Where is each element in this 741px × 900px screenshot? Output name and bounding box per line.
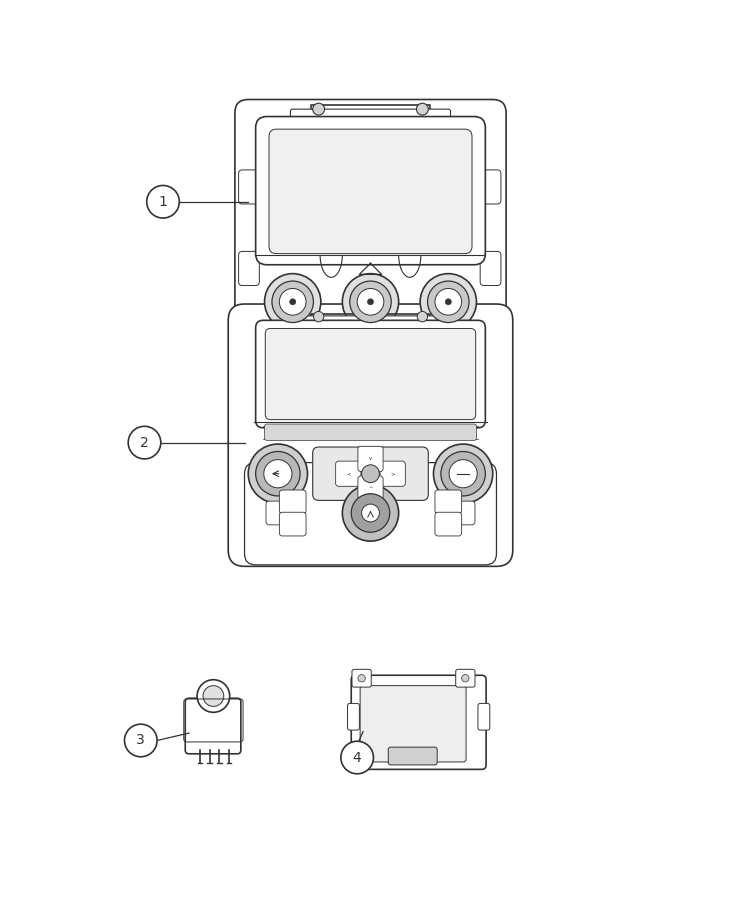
FancyBboxPatch shape <box>185 698 241 754</box>
FancyBboxPatch shape <box>351 675 486 770</box>
Text: 2: 2 <box>140 436 149 450</box>
Circle shape <box>248 444 308 503</box>
Circle shape <box>368 299 373 305</box>
Circle shape <box>350 281 391 322</box>
FancyBboxPatch shape <box>265 424 476 440</box>
FancyBboxPatch shape <box>256 117 485 265</box>
FancyBboxPatch shape <box>352 670 371 687</box>
Circle shape <box>435 289 462 315</box>
Text: 1: 1 <box>159 194 167 209</box>
Circle shape <box>362 504 379 522</box>
Text: <: < <box>346 472 350 476</box>
FancyBboxPatch shape <box>348 704 359 730</box>
Circle shape <box>341 742 373 774</box>
Circle shape <box>197 680 230 712</box>
FancyBboxPatch shape <box>290 109 451 125</box>
Circle shape <box>128 427 161 459</box>
Circle shape <box>203 686 224 706</box>
Circle shape <box>420 274 476 330</box>
Circle shape <box>124 724 157 757</box>
FancyBboxPatch shape <box>228 304 513 566</box>
Circle shape <box>449 460 477 488</box>
Circle shape <box>313 104 325 115</box>
FancyBboxPatch shape <box>456 670 475 687</box>
Circle shape <box>357 289 384 315</box>
FancyBboxPatch shape <box>265 328 476 419</box>
Circle shape <box>441 452 485 496</box>
Circle shape <box>416 104 428 115</box>
FancyBboxPatch shape <box>245 463 496 565</box>
FancyBboxPatch shape <box>435 490 462 514</box>
Circle shape <box>256 452 300 496</box>
FancyBboxPatch shape <box>478 704 490 730</box>
FancyBboxPatch shape <box>279 490 306 514</box>
Circle shape <box>342 274 399 330</box>
FancyBboxPatch shape <box>380 461 405 486</box>
Circle shape <box>358 674 365 682</box>
Circle shape <box>362 464 379 482</box>
Circle shape <box>313 311 324 322</box>
FancyBboxPatch shape <box>358 476 383 501</box>
Circle shape <box>279 289 306 315</box>
Circle shape <box>462 674 469 682</box>
FancyBboxPatch shape <box>279 512 306 536</box>
Text: >: > <box>391 472 395 476</box>
Circle shape <box>342 485 399 541</box>
Text: v: v <box>369 456 372 462</box>
FancyBboxPatch shape <box>313 447 428 500</box>
FancyBboxPatch shape <box>256 320 485 428</box>
FancyBboxPatch shape <box>235 100 506 348</box>
FancyBboxPatch shape <box>336 461 361 486</box>
FancyBboxPatch shape <box>448 501 475 525</box>
Circle shape <box>290 299 296 305</box>
FancyBboxPatch shape <box>360 686 466 762</box>
Text: 3: 3 <box>136 734 145 748</box>
Text: 4: 4 <box>353 751 362 764</box>
Circle shape <box>445 299 451 305</box>
Text: ^: ^ <box>368 486 373 491</box>
Circle shape <box>265 274 321 330</box>
FancyBboxPatch shape <box>290 316 451 330</box>
FancyBboxPatch shape <box>480 170 501 204</box>
Circle shape <box>417 311 428 322</box>
FancyBboxPatch shape <box>269 129 472 254</box>
Circle shape <box>264 460 292 488</box>
FancyBboxPatch shape <box>435 512 462 536</box>
FancyBboxPatch shape <box>266 501 293 525</box>
Circle shape <box>433 444 493 503</box>
Circle shape <box>147 185 179 218</box>
FancyBboxPatch shape <box>239 251 259 285</box>
Circle shape <box>272 281 313 322</box>
FancyBboxPatch shape <box>239 170 259 204</box>
FancyBboxPatch shape <box>358 446 383 472</box>
FancyBboxPatch shape <box>480 251 501 285</box>
Circle shape <box>428 281 469 322</box>
Circle shape <box>351 494 390 532</box>
FancyBboxPatch shape <box>388 747 437 765</box>
